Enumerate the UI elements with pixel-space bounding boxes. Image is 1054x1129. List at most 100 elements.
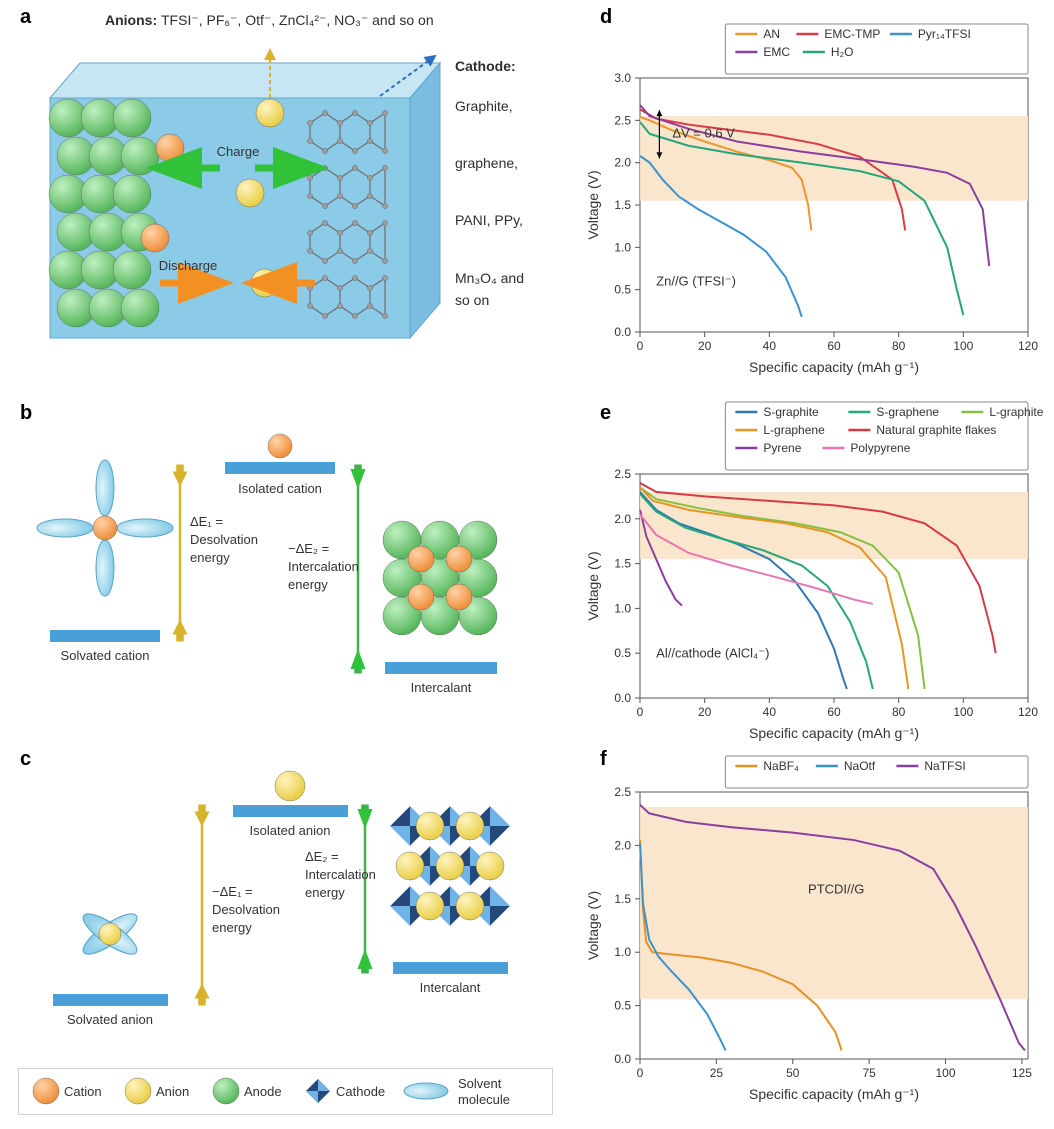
svg-text:60: 60 [827, 339, 841, 353]
svg-text:1.0: 1.0 [614, 601, 631, 615]
dE2-label: ΔE₂ = [305, 849, 339, 864]
svg-text:1.0: 1.0 [614, 945, 631, 959]
svg-text:2.5: 2.5 [614, 785, 631, 799]
energy-label: energy [190, 550, 230, 565]
svg-text:20: 20 [698, 705, 712, 719]
anions-label: Anions: TFSI⁻, PF₆⁻, Otf⁻, ZnCl₄²⁻, NO₃⁻… [105, 12, 434, 29]
svg-text:Zn//G (TFSI⁻): Zn//G (TFSI⁻) [656, 273, 736, 288]
svg-text:0.0: 0.0 [614, 325, 631, 339]
panel-c-svg: Solvated anion Isolated anion −ΔE₁ = Des… [20, 756, 540, 1056]
svg-text:0: 0 [637, 1066, 644, 1080]
svg-text:0.0: 0.0 [614, 691, 631, 705]
isolated-cation-label: Isolated cation [238, 481, 322, 496]
svg-text:Voltage (V): Voltage (V) [585, 891, 601, 960]
svg-text:AN: AN [763, 27, 780, 41]
svg-text:2.0: 2.0 [614, 512, 631, 526]
svg-text:80: 80 [892, 705, 906, 719]
legend-molecule: molecule [458, 1092, 510, 1107]
svg-text:NaTFSI: NaTFSI [924, 759, 965, 773]
svg-text:Specific capacity (mAh g⁻¹): Specific capacity (mAh g⁻¹) [749, 1086, 919, 1102]
cathode-item: PANI, PPy, [455, 212, 523, 228]
svg-text:120: 120 [1018, 705, 1038, 719]
svg-text:Pyr₁₄TFSI: Pyr₁₄TFSI [918, 27, 971, 41]
svg-text:L-graphene: L-graphene [763, 423, 825, 437]
solvated-cation-label: Solvated cation [61, 648, 150, 663]
legend-solvent: Solvent [458, 1076, 502, 1091]
energy-label: energy [288, 577, 328, 592]
panel-b-svg: Solvated cation Isolated cation ΔE₁ = De… [20, 408, 540, 718]
svg-text:PTCDI//G: PTCDI//G [808, 881, 864, 896]
svg-text:EMC: EMC [763, 45, 790, 59]
intercal-label: Intercalation [288, 559, 359, 574]
svg-text:1.0: 1.0 [614, 240, 631, 254]
anions-title: Anions: [105, 12, 161, 28]
svg-text:Polypyrene: Polypyrene [850, 441, 910, 455]
svg-text:40: 40 [763, 705, 777, 719]
svg-text:0: 0 [637, 339, 644, 353]
svg-text:3.0: 3.0 [614, 71, 631, 85]
svg-text:0: 0 [637, 705, 644, 719]
label-a: a [20, 6, 31, 29]
cation-icon [141, 224, 169, 252]
svg-text:Natural graphite flakes: Natural graphite flakes [876, 423, 996, 437]
svg-text:100: 100 [953, 339, 973, 353]
svg-text:120: 120 [1018, 339, 1038, 353]
discharge-text: Discharge [159, 258, 218, 273]
svg-text:2.0: 2.0 [614, 156, 631, 170]
isolated-anion-label: Isolated anion [250, 823, 331, 838]
svg-text:1.5: 1.5 [614, 198, 631, 212]
cathode-item: graphene, [455, 155, 518, 171]
cathode-title: Cathode: [455, 58, 516, 74]
svg-text:0.5: 0.5 [614, 999, 631, 1013]
svg-text:2.5: 2.5 [614, 467, 631, 481]
energy-label: energy [212, 920, 252, 935]
svg-text:L-graphite: L-graphite [989, 405, 1043, 419]
svg-text:H₂O: H₂O [831, 45, 854, 59]
legend-anode: Anode [244, 1084, 282, 1099]
panel-a-svg: Charge Discharge [40, 38, 460, 378]
chart-d: 0204060801001200.00.51.01.52.02.53.0Spec… [580, 20, 1040, 380]
svg-text:25: 25 [710, 1066, 724, 1080]
svg-text:125: 125 [1012, 1066, 1032, 1080]
svg-text:0.0: 0.0 [614, 1052, 631, 1066]
dE1-label: ΔE₁ = [190, 514, 223, 529]
svg-text:NaOtf: NaOtf [844, 759, 876, 773]
anion-icon [256, 99, 284, 127]
cathode-item: so on [455, 292, 489, 308]
svg-text:80: 80 [892, 339, 906, 353]
cation-icon [156, 134, 184, 162]
intercalant-label: Intercalant [411, 680, 472, 695]
svg-text:S-graphene: S-graphene [876, 405, 939, 419]
legend-anion: Anion [156, 1084, 189, 1099]
svg-text:2.5: 2.5 [614, 113, 631, 127]
svg-text:75: 75 [862, 1066, 876, 1080]
bar-blue [50, 630, 160, 642]
svg-text:Voltage (V): Voltage (V) [585, 551, 601, 620]
anion-icon [236, 179, 264, 207]
svg-text:Pyrene: Pyrene [763, 441, 801, 455]
svg-text:0.5: 0.5 [614, 646, 631, 660]
svg-text:100: 100 [953, 705, 973, 719]
svg-text:ΔV = 0.6 V: ΔV = 0.6 V [672, 125, 735, 140]
svg-text:1.5: 1.5 [614, 892, 631, 906]
anions-list: TFSI⁻, PF₆⁻, Otf⁻, ZnCl₄²⁻, NO₃⁻ and so … [161, 12, 434, 28]
svg-text:Specific capacity (mAh g⁻¹): Specific capacity (mAh g⁻¹) [749, 359, 919, 375]
cathode-item: Graphite, [455, 98, 513, 114]
svg-text:EMC-TMP: EMC-TMP [824, 27, 880, 41]
intercal-label: Intercalation [305, 867, 376, 882]
svg-text:50: 50 [786, 1066, 800, 1080]
svg-text:100: 100 [935, 1066, 955, 1080]
svg-text:Al//cathode (AlCl₄⁻): Al//cathode (AlCl₄⁻) [656, 646, 769, 661]
desolv-label: Desolvation [190, 532, 258, 547]
svg-text:2.0: 2.0 [614, 838, 631, 852]
solvated-anion-label: Solvated anion [67, 1012, 153, 1027]
energy-label: energy [305, 885, 345, 900]
svg-text:Specific capacity (mAh g⁻¹): Specific capacity (mAh g⁻¹) [749, 725, 919, 741]
cathode-item: Mn₃O₄ and [455, 270, 524, 286]
desolv-label: Desolvation [212, 902, 280, 917]
svg-text:0.5: 0.5 [614, 283, 631, 297]
intercalant-label: Intercalant [420, 980, 481, 995]
svg-text:S-graphite: S-graphite [763, 405, 819, 419]
legend-cation: Cation [64, 1084, 102, 1099]
svg-text:20: 20 [698, 339, 712, 353]
